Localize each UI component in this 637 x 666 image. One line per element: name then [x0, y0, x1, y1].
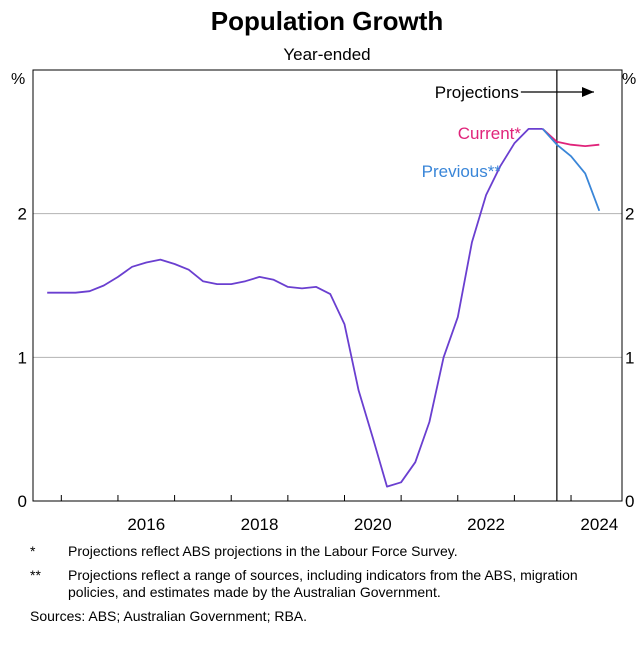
chart-title: Population Growth: [211, 6, 444, 36]
footnote-1: * Projections reflect ABS projections in…: [30, 543, 620, 560]
sources: Sources: ABS; Australian Government; RBA…: [30, 608, 308, 624]
footnotes: * Projections reflect ABS projections in…: [30, 543, 620, 625]
x-tick-label-2018: 2018: [241, 515, 279, 534]
unit-right: %: [622, 71, 636, 88]
x-tick-label-2024: 2024: [580, 515, 618, 534]
footnote-1-text: Projections reflect ABS projections in t…: [68, 543, 458, 559]
projection-arrow-head: [582, 87, 594, 97]
chart: Population Growth Year-ended % % 0 0 1 1 2 2 2…: [11, 6, 636, 534]
footnote-2-mark: **: [30, 567, 41, 583]
plot-area: 0 0 1 1 2 2 2016 2018 2020 2022 2024 Projections Cur…: [18, 69, 634, 534]
y-tick-right-1: 1: [625, 348, 634, 367]
footnote-2-text: Projections reflect a range of sources, …: [68, 567, 578, 600]
footnote-2: ** Projections reflect a range of source…: [30, 567, 620, 601]
projection-label: Projections: [435, 83, 519, 102]
series-line-previous: [542, 128, 601, 212]
y-tick-right-0: 0: [625, 492, 634, 511]
series-line-current: [542, 128, 600, 148]
footnote-1-mark: *: [30, 543, 36, 559]
x-tick-label-2016: 2016: [127, 515, 165, 534]
y-tick-left-2: 2: [18, 205, 27, 224]
plot-frame: [32, 69, 623, 502]
x-tick-label-2020: 2020: [354, 515, 392, 534]
y-tick-left-0: 0: [18, 492, 27, 511]
chart-subtitle: Year-ended: [283, 45, 370, 64]
series-label-previous: Previous**: [422, 162, 502, 181]
y-tick-right-2: 2: [625, 205, 634, 224]
unit-left: %: [11, 71, 25, 88]
series-line-actual: [47, 127, 543, 488]
x-tick-label-2022: 2022: [467, 515, 505, 534]
series-label-current: Current*: [458, 124, 522, 143]
y-tick-left-1: 1: [18, 348, 27, 367]
